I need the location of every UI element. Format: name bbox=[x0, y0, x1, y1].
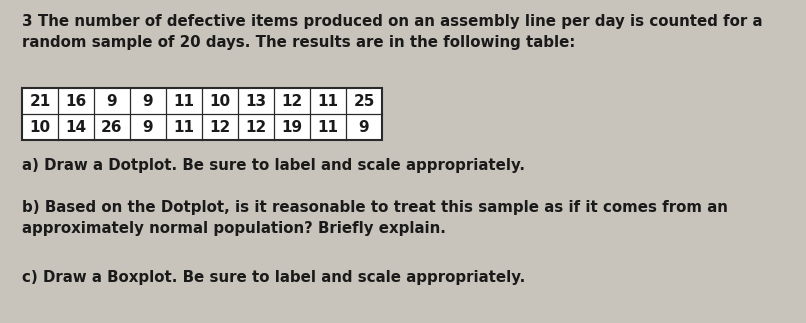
Text: 12: 12 bbox=[245, 120, 267, 134]
Text: 16: 16 bbox=[65, 93, 86, 109]
Text: 14: 14 bbox=[65, 120, 86, 134]
Text: 21: 21 bbox=[29, 93, 51, 109]
Text: b) Based on the Dotplot, is it reasonable to treat this sample as if it comes fr: b) Based on the Dotplot, is it reasonabl… bbox=[22, 200, 728, 236]
Text: 13: 13 bbox=[246, 93, 267, 109]
Text: a) Draw a Dotplot. Be sure to label and scale appropriately.: a) Draw a Dotplot. Be sure to label and … bbox=[22, 158, 525, 173]
Text: 12: 12 bbox=[281, 93, 302, 109]
Text: 9: 9 bbox=[143, 120, 153, 134]
Text: 3 The number of defective items produced on an assembly line per day is counted : 3 The number of defective items produced… bbox=[22, 14, 762, 50]
Text: 11: 11 bbox=[173, 93, 194, 109]
Text: c) Draw a Boxplot. Be sure to label and scale appropriately.: c) Draw a Boxplot. Be sure to label and … bbox=[22, 270, 526, 285]
Text: 19: 19 bbox=[281, 120, 302, 134]
Text: 26: 26 bbox=[102, 120, 123, 134]
Text: 11: 11 bbox=[318, 120, 339, 134]
Bar bbox=[22, 88, 382, 140]
Text: 11: 11 bbox=[318, 93, 339, 109]
Text: 9: 9 bbox=[359, 120, 369, 134]
Text: 11: 11 bbox=[173, 120, 194, 134]
Text: 25: 25 bbox=[353, 93, 375, 109]
Text: 9: 9 bbox=[143, 93, 153, 109]
Text: 10: 10 bbox=[30, 120, 51, 134]
Text: 9: 9 bbox=[106, 93, 118, 109]
Text: 10: 10 bbox=[210, 93, 231, 109]
Text: 12: 12 bbox=[210, 120, 231, 134]
